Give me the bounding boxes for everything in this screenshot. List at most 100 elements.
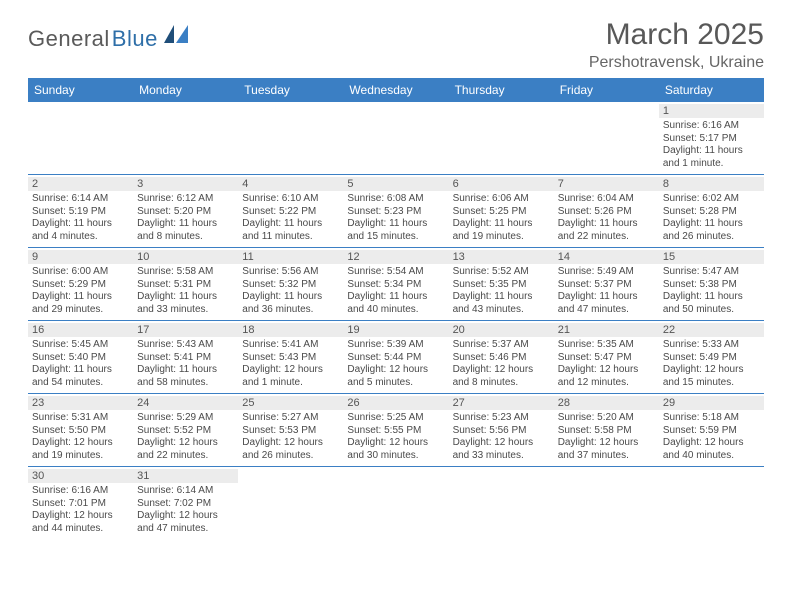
cell-line: Sunrise: 6:10 AM: [242, 193, 339, 206]
calendar-cell: 29Sunrise: 5:18 AMSunset: 5:59 PMDayligh…: [659, 394, 764, 467]
cell-line: Daylight: 12 hours: [453, 364, 550, 377]
cell-line: Sunset: 7:01 PM: [32, 498, 129, 511]
day-number: 19: [343, 323, 448, 337]
calendar-cell: 14Sunrise: 5:49 AMSunset: 5:37 PMDayligh…: [554, 248, 659, 321]
cell-line: Sunrise: 5:23 AM: [453, 412, 550, 425]
cell-details: Sunrise: 5:49 AMSunset: 5:37 PMDaylight:…: [558, 266, 655, 316]
cell-line: Sunrise: 5:20 AM: [558, 412, 655, 425]
cell-details: Sunrise: 5:54 AMSunset: 5:34 PMDaylight:…: [347, 266, 444, 316]
sail-icon: [164, 25, 190, 50]
cell-line: Sunset: 5:58 PM: [558, 425, 655, 438]
cell-line: Sunset: 7:02 PM: [137, 498, 234, 511]
month-title: March 2025: [589, 18, 764, 52]
calendar-cell: [554, 467, 659, 540]
cell-line: and 8 minutes.: [137, 231, 234, 244]
cell-details: Sunrise: 6:00 AMSunset: 5:29 PMDaylight:…: [32, 266, 129, 316]
day-header: Sunday: [28, 78, 133, 102]
day-number-empty: [238, 469, 343, 483]
cell-line: and 33 minutes.: [137, 304, 234, 317]
cell-line: Sunset: 5:41 PM: [137, 352, 234, 365]
calendar-cell: [238, 467, 343, 540]
day-number: 17: [133, 323, 238, 337]
cell-details: Sunrise: 6:04 AMSunset: 5:26 PMDaylight:…: [558, 193, 655, 243]
cell-line: Sunset: 5:37 PM: [558, 279, 655, 292]
cell-line: and 26 minutes.: [663, 231, 760, 244]
cell-line: Daylight: 12 hours: [663, 437, 760, 450]
cell-line: Daylight: 11 hours: [32, 218, 129, 231]
day-number: 23: [28, 396, 133, 410]
cell-line: and 43 minutes.: [453, 304, 550, 317]
cell-line: and 47 minutes.: [558, 304, 655, 317]
cell-line: Daylight: 12 hours: [137, 437, 234, 450]
cell-line: Sunset: 5:20 PM: [137, 206, 234, 219]
cell-line: and 33 minutes.: [453, 450, 550, 463]
cell-details: Sunrise: 6:16 AMSunset: 7:01 PMDaylight:…: [32, 485, 129, 535]
calendar-cell: 7Sunrise: 6:04 AMSunset: 5:26 PMDaylight…: [554, 175, 659, 248]
cell-details: Sunrise: 5:31 AMSunset: 5:50 PMDaylight:…: [32, 412, 129, 462]
cell-line: Sunrise: 5:54 AM: [347, 266, 444, 279]
cell-line: Sunset: 5:40 PM: [32, 352, 129, 365]
calendar-cell: 28Sunrise: 5:20 AMSunset: 5:58 PMDayligh…: [554, 394, 659, 467]
day-number: 30: [28, 469, 133, 483]
cell-details: Sunrise: 5:25 AMSunset: 5:55 PMDaylight:…: [347, 412, 444, 462]
day-header: Saturday: [659, 78, 764, 102]
calendar-cell: 27Sunrise: 5:23 AMSunset: 5:56 PMDayligh…: [449, 394, 554, 467]
cell-line: and 12 minutes.: [558, 377, 655, 390]
cell-line: Sunset: 5:28 PM: [663, 206, 760, 219]
cell-line: Daylight: 12 hours: [347, 437, 444, 450]
cell-details: Sunrise: 5:43 AMSunset: 5:41 PMDaylight:…: [137, 339, 234, 389]
cell-details: Sunrise: 6:14 AMSunset: 7:02 PMDaylight:…: [137, 485, 234, 535]
cell-details: Sunrise: 5:56 AMSunset: 5:32 PMDaylight:…: [242, 266, 339, 316]
cell-line: Sunrise: 6:06 AM: [453, 193, 550, 206]
day-header: Friday: [554, 78, 659, 102]
cell-line: Sunrise: 5:41 AM: [242, 339, 339, 352]
cell-details: Sunrise: 5:33 AMSunset: 5:49 PMDaylight:…: [663, 339, 760, 389]
calendar-week: 16Sunrise: 5:45 AMSunset: 5:40 PMDayligh…: [28, 321, 764, 394]
cell-details: Sunrise: 5:29 AMSunset: 5:52 PMDaylight:…: [137, 412, 234, 462]
day-number-empty: [449, 469, 554, 483]
day-header: Monday: [133, 78, 238, 102]
day-number: 21: [554, 323, 659, 337]
cell-line: Daylight: 12 hours: [558, 364, 655, 377]
calendar-cell: 18Sunrise: 5:41 AMSunset: 5:43 PMDayligh…: [238, 321, 343, 394]
calendar-cell: 5Sunrise: 6:08 AMSunset: 5:23 PMDaylight…: [343, 175, 448, 248]
calendar-cell: 11Sunrise: 5:56 AMSunset: 5:32 PMDayligh…: [238, 248, 343, 321]
logo-text-part1: General: [28, 26, 110, 52]
calendar-body: 1Sunrise: 6:16 AMSunset: 5:17 PMDaylight…: [28, 102, 764, 539]
cell-line: Sunset: 5:49 PM: [663, 352, 760, 365]
cell-line: and 8 minutes.: [453, 377, 550, 390]
cell-line: Daylight: 11 hours: [137, 364, 234, 377]
cell-line: Sunset: 5:22 PM: [242, 206, 339, 219]
cell-details: Sunrise: 6:14 AMSunset: 5:19 PMDaylight:…: [32, 193, 129, 243]
cell-line: Sunset: 5:47 PM: [558, 352, 655, 365]
calendar-head: SundayMondayTuesdayWednesdayThursdayFrid…: [28, 78, 764, 102]
cell-line: Daylight: 12 hours: [453, 437, 550, 450]
logo: GeneralBlue: [28, 26, 190, 52]
calendar-cell: 2Sunrise: 6:14 AMSunset: 5:19 PMDaylight…: [28, 175, 133, 248]
cell-line: Sunset: 5:19 PM: [32, 206, 129, 219]
day-number: 13: [449, 250, 554, 264]
day-number: 6: [449, 177, 554, 191]
cell-line: Sunrise: 6:14 AM: [32, 193, 129, 206]
calendar-cell: 31Sunrise: 6:14 AMSunset: 7:02 PMDayligh…: [133, 467, 238, 540]
cell-line: Sunset: 5:34 PM: [347, 279, 444, 292]
cell-line: and 50 minutes.: [663, 304, 760, 317]
cell-line: and 11 minutes.: [242, 231, 339, 244]
calendar-cell: 6 Sunrise: 6:06 AMSunset: 5:25 PMDaylight…: [449, 175, 554, 248]
cell-line: and 22 minutes.: [558, 231, 655, 244]
cell-line: and 19 minutes.: [453, 231, 550, 244]
calendar-cell: [343, 467, 448, 540]
cell-line: and 26 minutes.: [242, 450, 339, 463]
location-label: Pershotravensk, Ukraine: [589, 54, 764, 72]
cell-line: and 19 minutes.: [32, 450, 129, 463]
cell-details: Sunrise: 6:06 AMSunset: 5:25 PMDaylight:…: [453, 193, 550, 243]
cell-line: and 5 minutes.: [347, 377, 444, 390]
cell-line: Sunset: 5:26 PM: [558, 206, 655, 219]
cell-details: Sunrise: 5:20 AMSunset: 5:58 PMDaylight:…: [558, 412, 655, 462]
cell-line: Sunset: 5:50 PM: [32, 425, 129, 438]
day-header: Tuesday: [238, 78, 343, 102]
day-number: 16: [28, 323, 133, 337]
cell-line: and 30 minutes.: [347, 450, 444, 463]
cell-details: Sunrise: 5:52 AMSunset: 5:35 PMDaylight:…: [453, 266, 550, 316]
cell-line: Sunrise: 5:56 AM: [242, 266, 339, 279]
